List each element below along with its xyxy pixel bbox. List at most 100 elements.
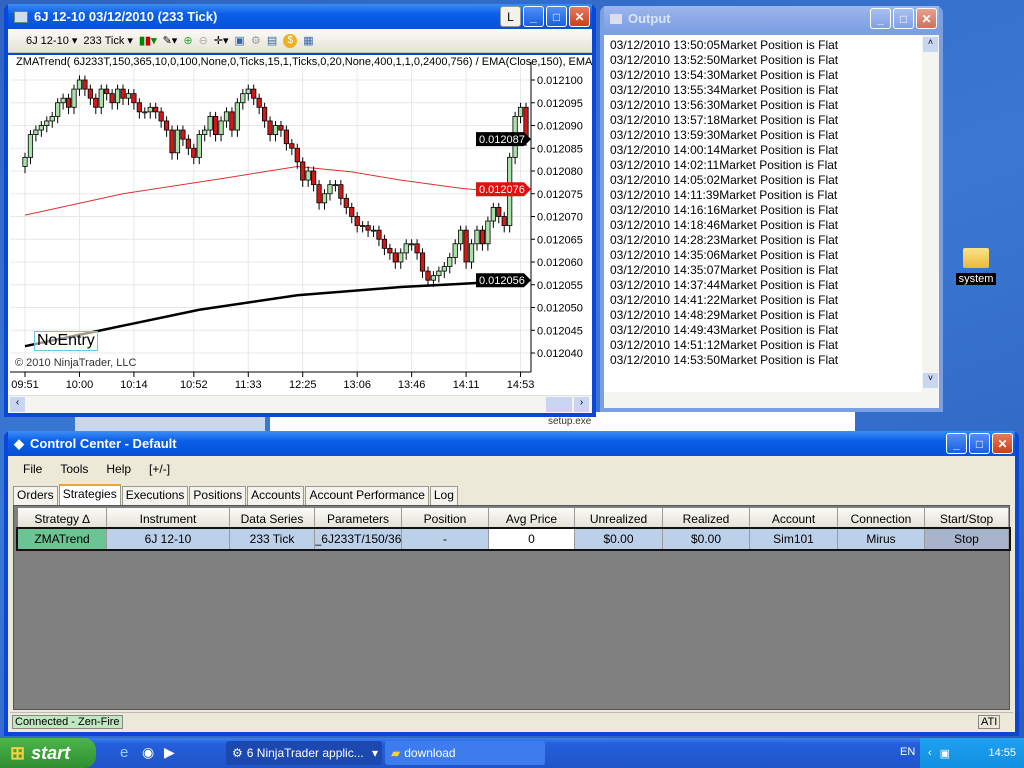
y-tick-label: 0.012050 bbox=[537, 303, 583, 315]
start-button[interactable]: ⊞ start bbox=[0, 738, 96, 768]
menu-toggle[interactable]: [+/-] bbox=[149, 462, 171, 476]
output-hscrollbar[interactable] bbox=[604, 392, 939, 408]
clock: 14:55 bbox=[988, 747, 1016, 759]
tab-strip: Orders Strategies Executions Positions A… bbox=[13, 484, 459, 505]
ema-red-line bbox=[24, 165, 527, 216]
table-cell: 0 bbox=[489, 529, 575, 549]
minimize-button[interactable]: _ bbox=[946, 433, 967, 454]
column-header[interactable]: Start/Stop bbox=[925, 508, 1009, 529]
tab-account-performance[interactable]: Account Performance bbox=[305, 486, 429, 505]
tab-positions[interactable]: Positions bbox=[189, 486, 247, 505]
candle bbox=[376, 229, 382, 240]
ie-icon[interactable]: e bbox=[120, 744, 129, 761]
tab-executions[interactable]: Executions bbox=[121, 486, 189, 505]
taskbar-button-ninjatrader[interactable]: ⚙ 6 NinjaTrader applic... ▾ bbox=[226, 741, 382, 765]
x-tick-label: 13:06 bbox=[343, 379, 371, 391]
close-button[interactable]: ✕ bbox=[916, 8, 937, 29]
instrument-selector[interactable]: 6J 12-10 ▾ bbox=[26, 34, 78, 48]
scroll-thumb[interactable] bbox=[546, 397, 572, 412]
x-tick-label: 14:11 bbox=[453, 379, 480, 391]
language-indicator[interactable]: EN bbox=[900, 746, 916, 758]
data-box-icon[interactable]: ▦ bbox=[303, 35, 314, 47]
chart-panel[interactable]: 0.012100 0.012095 0.012090 0.012085 0.012080… bbox=[8, 55, 592, 395]
column-header[interactable]: Connection bbox=[838, 508, 925, 529]
column-header[interactable]: Position bbox=[402, 508, 489, 529]
scroll-up-button[interactable]: ˄ bbox=[923, 37, 938, 52]
period-selector[interactable]: 233 Tick ▾ bbox=[83, 34, 133, 48]
chart-window-titlebar[interactable]: 6J 12-10 03/12/2010 (233 Tick) L _ □ ✕ bbox=[8, 4, 592, 29]
column-header[interactable]: Parameters bbox=[315, 508, 402, 529]
candle bbox=[180, 129, 186, 140]
scroll-down-button[interactable]: ˅ bbox=[923, 373, 938, 388]
candle bbox=[82, 79, 88, 90]
column-header[interactable]: Strategy ∆ bbox=[18, 508, 107, 529]
tab-log[interactable]: Log bbox=[429, 486, 458, 505]
maximize-button[interactable]: □ bbox=[546, 6, 567, 27]
maximize-button[interactable]: □ bbox=[969, 433, 990, 454]
zoom-in-icon[interactable]: ⊕ bbox=[183, 35, 193, 47]
candle bbox=[490, 206, 496, 222]
taskbar-button-download[interactable]: ▰ download bbox=[385, 741, 545, 765]
x-tick-label: 10:52 bbox=[180, 379, 208, 391]
folder-icon: ▰ bbox=[391, 746, 401, 760]
desktop-icon-system[interactable]: system bbox=[956, 248, 996, 285]
scroll-left-button[interactable]: ‹ bbox=[10, 397, 25, 412]
column-header[interactable]: Instrument bbox=[107, 508, 230, 529]
candle bbox=[425, 270, 431, 281]
close-button[interactable]: ✕ bbox=[992, 433, 1013, 454]
output-text-area[interactable]: 03/12/2010 13:50:05Market Position is Fl… bbox=[604, 35, 922, 392]
tray-expand-icon[interactable]: ‹ bbox=[928, 747, 932, 759]
table-cell: Sim101 bbox=[750, 529, 838, 549]
tab-orders[interactable]: Orders bbox=[13, 486, 58, 505]
stop-button[interactable]: Stop bbox=[925, 529, 1009, 549]
candle bbox=[65, 97, 72, 108]
dollar-icon[interactable]: $ bbox=[283, 33, 298, 48]
maximize-button[interactable]: □ bbox=[893, 8, 914, 29]
folder-icon bbox=[963, 248, 989, 268]
drawing-tool-icon[interactable]: ✎▾ bbox=[162, 35, 178, 47]
tab-strategies[interactable]: Strategies bbox=[58, 484, 121, 505]
strategy-icon[interactable]: ⚙ bbox=[250, 35, 261, 47]
menu-bar: File Tools Help [+/-] bbox=[23, 462, 188, 476]
table-row[interactable]: ZMATrend 6J 12-10 233 Tick _6J233T/150/36-0… bbox=[16, 527, 1011, 551]
media-player-icon[interactable]: ▶ bbox=[164, 744, 175, 760]
output-line: 03/12/2010 13:52:50Market Position is Fl… bbox=[610, 53, 839, 67]
indicators-icon[interactable]: ▤ bbox=[266, 35, 278, 47]
browser-icon[interactable]: ◉ bbox=[142, 744, 155, 760]
menu-file[interactable]: File bbox=[23, 462, 43, 476]
menu-tools[interactable]: Tools bbox=[60, 462, 89, 476]
network-icon[interactable]: ▣ bbox=[939, 747, 951, 760]
output-line: 03/12/2010 14:41:22Market Position is Fl… bbox=[610, 293, 839, 307]
minimize-button[interactable]: _ bbox=[870, 8, 891, 29]
chart-scrollbar[interactable]: ‹ › bbox=[8, 395, 592, 413]
minimize-button[interactable]: _ bbox=[523, 6, 544, 27]
candle bbox=[300, 161, 306, 181]
chart-style-icon[interactable]: ▮ ▮ ▾ bbox=[138, 35, 157, 47]
output-window-titlebar[interactable]: Output _ □ ✕ bbox=[604, 6, 939, 31]
chart-window-title: 6J 12-10 03/12/2010 (233 Tick) bbox=[34, 9, 218, 24]
scroll-right-button[interactable]: › bbox=[574, 397, 589, 412]
close-button[interactable]: ✕ bbox=[569, 6, 590, 27]
column-header[interactable]: Realized bbox=[663, 508, 750, 529]
column-header[interactable]: Data Series bbox=[230, 508, 315, 529]
candle bbox=[229, 111, 235, 131]
candle bbox=[278, 125, 284, 131]
candle bbox=[419, 252, 426, 272]
column-header[interactable]: Unrealized bbox=[575, 508, 663, 529]
link-button[interactable]: L bbox=[500, 6, 521, 27]
candle bbox=[87, 88, 93, 99]
control-center-titlebar[interactable]: ◆ Control Center - Default _ □ ✕ bbox=[8, 431, 1015, 456]
table-cell: ZMATrend bbox=[18, 529, 107, 549]
crosshair-icon[interactable]: ✛▾ bbox=[213, 35, 229, 47]
output-vscrollbar[interactable]: ˄ ˅ bbox=[922, 35, 939, 392]
tab-accounts[interactable]: Accounts bbox=[247, 486, 305, 505]
column-header[interactable]: Account bbox=[750, 508, 838, 529]
properties-icon[interactable]: ▣ bbox=[234, 35, 245, 47]
zoom-out-icon[interactable]: ⊖ bbox=[198, 35, 208, 47]
column-header[interactable]: Avg Price bbox=[489, 508, 575, 529]
menu-help[interactable]: Help bbox=[106, 462, 132, 476]
candle bbox=[360, 225, 366, 228]
candle bbox=[458, 229, 464, 245]
candle bbox=[479, 229, 486, 245]
candle bbox=[485, 220, 491, 245]
